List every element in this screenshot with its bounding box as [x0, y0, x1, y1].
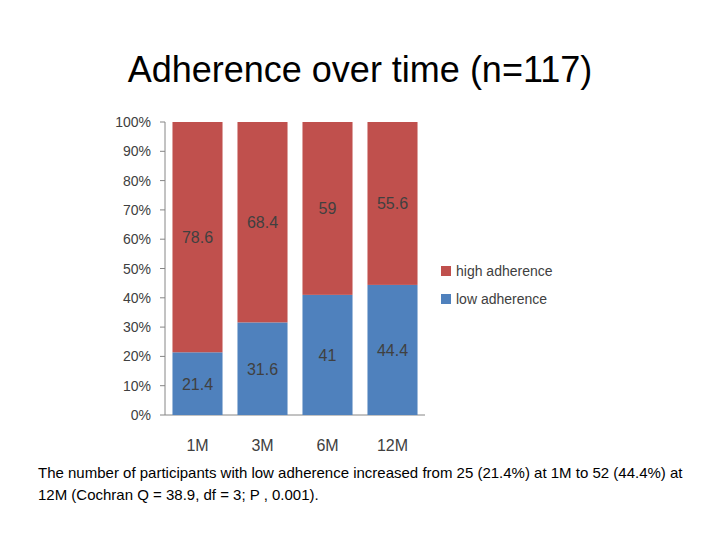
x-tick-label: 1M	[186, 437, 208, 454]
y-tick	[160, 268, 165, 269]
y-tick	[160, 151, 165, 152]
x-tick-label: 12M	[377, 437, 408, 454]
y-tick-label: 60%	[123, 231, 151, 247]
data-label: 31.6	[247, 361, 278, 378]
y-tick	[160, 122, 165, 123]
y-tick	[160, 327, 165, 328]
data-label: 78.6	[182, 229, 213, 246]
x-tick-label: 6M	[316, 437, 338, 454]
bar	[367, 285, 417, 415]
y-tick	[160, 356, 165, 357]
y-tick-label: 100%	[115, 114, 151, 130]
data-label: 55.6	[377, 195, 408, 212]
bar	[237, 322, 287, 415]
y-tick	[160, 239, 165, 240]
bar	[172, 122, 222, 352]
y-tick-label: 30%	[123, 319, 151, 335]
caption: The number of participants with low adhe…	[38, 462, 698, 506]
data-label: 41	[319, 347, 337, 364]
data-label: 44.4	[377, 342, 408, 359]
y-tick-label: 50%	[123, 261, 151, 277]
title: Adherence over time (n=117)	[128, 49, 593, 90]
bar	[302, 295, 352, 415]
data-label: 68.4	[247, 214, 278, 231]
x-tick-label: 3M	[251, 437, 273, 454]
y-tick	[160, 180, 165, 181]
y-tick	[160, 415, 165, 416]
bar	[237, 122, 287, 322]
y-tick-label: 20%	[123, 348, 151, 364]
bar	[302, 122, 352, 295]
legend-label: high adherence	[456, 263, 553, 279]
y-tick	[160, 297, 165, 298]
y-tick-label: 0%	[131, 407, 151, 423]
annotation: The number of participants with low adhe…	[38, 462, 698, 506]
bar	[367, 122, 417, 285]
legend-swatch	[441, 294, 451, 304]
y-tick-label: 10%	[123, 378, 151, 394]
legend-label: low adherence	[456, 291, 547, 307]
y-tick-label: 40%	[123, 290, 151, 306]
bar	[172, 352, 222, 415]
page: Adherence over time (n=117) 0% 10% 20% 30% 40…	[0, 0, 720, 540]
data-label: 59	[319, 200, 337, 217]
y-tick	[160, 385, 165, 386]
y-tick-label: 90%	[123, 143, 151, 159]
chart: Adherence over time (n=117) 0% 10% 20% 30% 40…	[0, 0, 720, 540]
bars	[172, 122, 417, 415]
legend-swatch	[441, 266, 451, 276]
y-tick	[160, 209, 165, 210]
y-tick-label: 80%	[123, 173, 151, 189]
data-label: 21.4	[182, 376, 213, 393]
y-tick-label: 70%	[123, 202, 151, 218]
